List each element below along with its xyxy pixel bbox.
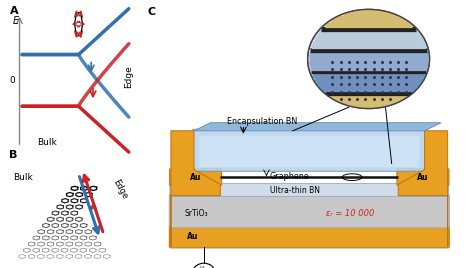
Polygon shape [194, 123, 441, 131]
Text: A: A [9, 6, 18, 16]
Text: Ultra-thin BN: Ultra-thin BN [270, 185, 320, 195]
Text: Au: Au [187, 232, 199, 241]
FancyBboxPatch shape [192, 129, 427, 171]
Text: SrTiO₃: SrTiO₃ [184, 209, 208, 218]
Text: Bulk: Bulk [37, 138, 57, 147]
Text: Bulk: Bulk [13, 173, 33, 182]
FancyBboxPatch shape [199, 136, 419, 167]
Text: $V_{bg}$: $V_{bg}$ [199, 265, 209, 268]
Text: C: C [148, 7, 156, 17]
Text: B: B [9, 150, 18, 160]
Text: Au: Au [417, 173, 428, 182]
Text: Edge: Edge [124, 65, 133, 88]
FancyBboxPatch shape [397, 169, 449, 185]
Text: E: E [13, 16, 19, 26]
Text: Au: Au [190, 173, 201, 182]
Text: Edge: Edge [111, 178, 129, 201]
Circle shape [193, 263, 215, 268]
Text: εᵣ = 10 000: εᵣ = 10 000 [326, 209, 374, 218]
FancyBboxPatch shape [169, 225, 449, 248]
Text: Encapsulation BN: Encapsulation BN [227, 117, 297, 126]
Circle shape [308, 9, 429, 109]
FancyBboxPatch shape [170, 169, 222, 185]
Text: 0: 0 [9, 76, 15, 85]
Polygon shape [398, 131, 447, 247]
FancyBboxPatch shape [170, 184, 448, 196]
Text: Graphene: Graphene [270, 172, 310, 181]
FancyBboxPatch shape [169, 194, 449, 228]
Polygon shape [171, 131, 220, 247]
